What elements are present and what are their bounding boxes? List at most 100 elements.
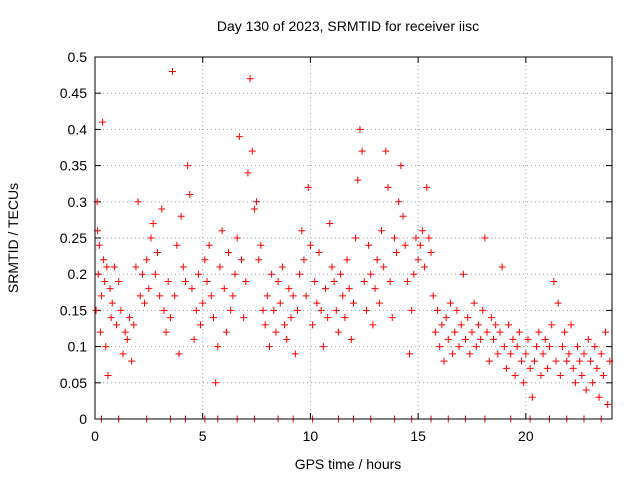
data-point <box>108 299 116 307</box>
data-point <box>92 306 100 314</box>
data-point <box>328 263 336 271</box>
data-point <box>237 256 245 264</box>
data-point <box>442 314 450 322</box>
data-point <box>107 314 115 322</box>
data-point <box>199 299 207 307</box>
data-point <box>100 256 108 264</box>
data-point <box>554 299 562 307</box>
data-point <box>546 343 554 351</box>
y-tick-label: 0.3 <box>68 194 88 210</box>
data-point <box>311 277 319 285</box>
data-point <box>556 372 564 380</box>
data-point <box>593 364 601 372</box>
data-point <box>498 263 506 271</box>
data-point <box>192 306 200 314</box>
data-point <box>319 343 327 351</box>
data-point <box>235 133 243 141</box>
data-point <box>487 314 495 322</box>
data-point <box>201 256 209 264</box>
x-tick-label: 15 <box>410 428 426 444</box>
data-point <box>479 306 487 314</box>
data-point <box>388 314 396 322</box>
data-point <box>457 321 465 329</box>
data-point <box>378 227 386 235</box>
data-point <box>132 263 140 271</box>
data-point <box>138 270 146 278</box>
data-point <box>263 292 271 300</box>
plot-frame <box>94 56 613 420</box>
data-point <box>175 350 183 358</box>
data-point <box>537 372 545 380</box>
data-point <box>181 277 189 285</box>
data-point <box>106 285 114 293</box>
data-point <box>151 270 159 278</box>
data-point <box>558 343 566 351</box>
data-point <box>134 198 142 206</box>
data-point <box>300 256 308 264</box>
data-point <box>485 357 493 365</box>
data-point <box>332 306 340 314</box>
data-point <box>477 335 485 343</box>
data-point <box>513 343 521 351</box>
data-point <box>436 343 444 351</box>
data-point <box>203 277 211 285</box>
data-point <box>403 277 411 285</box>
data-point <box>96 328 104 336</box>
data-point <box>343 256 351 264</box>
data-point <box>169 67 177 75</box>
data-point <box>246 75 254 83</box>
data-point <box>421 263 429 271</box>
data-point <box>95 241 103 249</box>
data-point <box>337 270 345 278</box>
data-point <box>207 292 215 300</box>
data-point <box>446 299 454 307</box>
data-point <box>528 393 536 401</box>
data-point <box>209 314 217 322</box>
y-tick-label: 0.45 <box>60 85 87 101</box>
data-point <box>110 263 118 271</box>
data-point <box>526 364 534 372</box>
axis-ticks: 0 0.05 0.1 0.15 0.2 0.25 0.3 0.35 0.4 0.45 0.5 0 5 10… <box>60 49 612 444</box>
data-point <box>259 306 267 314</box>
data-point <box>141 299 149 307</box>
data-point <box>128 357 136 365</box>
data-point <box>550 277 558 285</box>
data-point <box>104 372 112 380</box>
data-point <box>574 343 582 351</box>
data-point <box>362 306 370 314</box>
data-point <box>345 285 353 293</box>
data-point <box>225 248 233 256</box>
data-point <box>253 198 261 206</box>
data-point <box>472 343 480 351</box>
data-point <box>149 220 157 228</box>
data-point <box>410 270 418 278</box>
data-point <box>242 277 250 285</box>
data-point <box>453 306 461 314</box>
data-point <box>539 350 547 358</box>
data-point <box>522 350 530 358</box>
y-axis-label: SRMTID / TECUs <box>5 183 21 293</box>
data-point <box>214 343 222 351</box>
data-point <box>321 285 329 293</box>
data-point <box>438 321 446 329</box>
data-point <box>367 270 375 278</box>
data-point <box>468 328 476 336</box>
x-tick-label: 10 <box>303 428 319 444</box>
x-axis-label: GPS time / hours <box>295 456 402 472</box>
data-points <box>92 67 614 423</box>
data-point <box>451 328 459 336</box>
data-point <box>103 263 111 271</box>
data-point <box>395 198 403 206</box>
data-point <box>571 379 579 387</box>
data-point <box>496 328 504 336</box>
data-point <box>576 357 584 365</box>
data-point <box>222 328 230 336</box>
data-point <box>500 343 508 351</box>
data-point <box>278 263 286 271</box>
data-point <box>543 364 551 372</box>
data-point <box>160 306 168 314</box>
data-point <box>369 321 377 329</box>
data-point <box>99 118 107 126</box>
y-tick-label: 0.35 <box>60 158 87 174</box>
data-point <box>365 241 373 249</box>
